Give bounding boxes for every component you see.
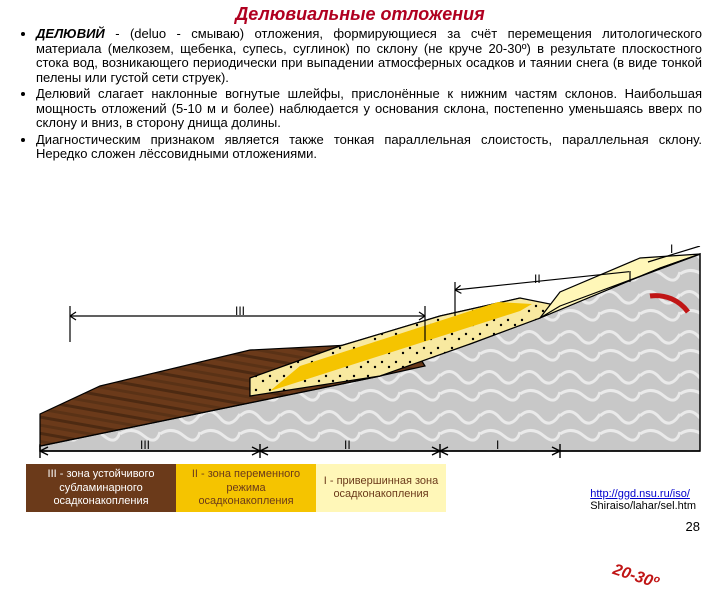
label-zoneII-top: II	[534, 272, 541, 286]
label-zoneIII-bot: III	[140, 438, 150, 452]
label-zoneII-bot: II	[344, 438, 351, 452]
source-link[interactable]: http://ggd.nsu.ru/iso/	[590, 488, 690, 500]
legend-item-3: III - зона устойчивого субламинарного ос…	[26, 464, 176, 512]
para-1-text: - (deluo - смываю) отложения, формирующи…	[36, 26, 702, 85]
label-zoneIII-top: III	[235, 304, 245, 318]
source-link-tail: Shiraiso/lahar/sel.htm	[590, 500, 696, 512]
page-title: Делювиальные отложения	[0, 0, 720, 27]
body-text: ДЕЛЮВИЙ - (deluo - смываю) отложения, фо…	[0, 27, 720, 162]
para-2: Делювий слагает наклонные вогнутые шлейф…	[36, 87, 702, 131]
legend-item-2: II - зона переменного режима осадконакоп…	[176, 464, 316, 512]
label-zoneI-bot: I	[496, 438, 499, 452]
legend-item-1: I - привершинная зона осадконакопления	[316, 464, 446, 512]
label-zoneI-top: I	[670, 242, 673, 256]
para-1: ДЕЛЮВИЙ - (deluo - смываю) отложения, фо…	[36, 27, 702, 85]
angle-label: 20-30º	[610, 561, 660, 593]
slope-diagram: III II I III II I 20-30º	[0, 246, 720, 476]
page-number: 28	[686, 519, 700, 534]
term: ДЕЛЮВИЙ	[36, 26, 105, 41]
para-3: Диагностическим признаком является также…	[36, 133, 702, 162]
title-text: Делювиальные отложения	[235, 4, 484, 24]
source-link-block: http://ggd.nsu.ru/iso/ Shiraiso/lahar/se…	[590, 488, 696, 512]
legend: III - зона устойчивого субламинарного ос…	[26, 464, 446, 512]
